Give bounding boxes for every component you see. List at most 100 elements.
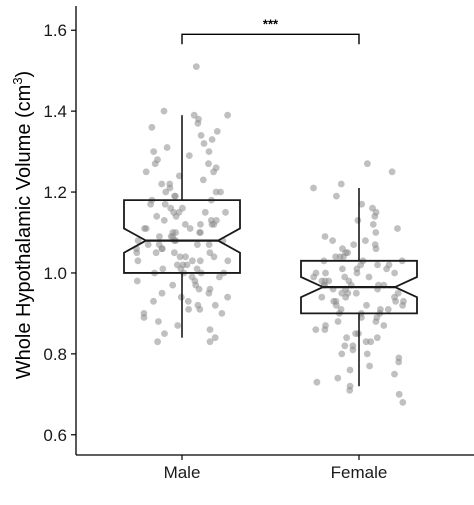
data-point-male	[150, 148, 157, 155]
data-point-male	[189, 257, 196, 264]
data-point-male	[158, 245, 165, 252]
data-point-female	[339, 266, 346, 273]
data-point-male	[219, 310, 226, 317]
data-point-male	[197, 257, 204, 264]
data-point-female	[335, 318, 342, 325]
data-point-male	[197, 221, 204, 228]
data-point-male	[207, 326, 214, 333]
y-tick-label: 1.0	[43, 264, 67, 283]
data-point-male	[216, 274, 223, 281]
data-point-male	[159, 266, 166, 273]
data-point-male	[196, 286, 203, 293]
data-point-female	[391, 371, 398, 378]
data-point-female	[353, 290, 360, 297]
data-point-female	[366, 274, 373, 281]
data-point-male	[170, 209, 177, 216]
data-point-male	[169, 282, 176, 289]
data-point-female	[374, 262, 381, 269]
data-point-female	[333, 193, 340, 200]
data-point-male	[145, 241, 152, 248]
data-point-female	[343, 334, 350, 341]
data-point-female	[399, 302, 406, 309]
data-point-female	[322, 270, 329, 277]
data-point-female	[354, 270, 361, 277]
data-point-male	[152, 160, 159, 167]
data-point-female	[350, 346, 357, 353]
boxes-layer	[124, 115, 417, 386]
significance-layer: ***	[182, 16, 359, 44]
data-point-male	[206, 241, 213, 248]
x-tick-label: Female	[331, 463, 388, 482]
data-point-male	[206, 290, 213, 297]
data-point-male	[205, 160, 212, 167]
y-axis-title-close: )	[13, 71, 35, 78]
data-point-male	[171, 249, 178, 256]
y-axis-title: Whole Hypothalamic Volume (cm3)	[10, 71, 35, 379]
data-point-female	[394, 225, 401, 232]
data-point-male	[162, 189, 169, 196]
y-tick-label: 0.8	[43, 345, 67, 364]
data-point-female	[337, 253, 344, 260]
data-point-male	[214, 128, 221, 135]
data-point-male	[158, 181, 165, 188]
data-point-female	[352, 330, 359, 337]
data-point-male	[185, 298, 192, 305]
data-point-female	[395, 359, 402, 366]
data-point-female	[391, 270, 398, 277]
data-point-male	[153, 213, 160, 220]
data-point-male	[209, 136, 216, 143]
data-point-female	[325, 278, 332, 285]
data-point-female	[373, 245, 380, 252]
data-point-male	[202, 209, 209, 216]
y-tick-label: 0.6	[43, 426, 67, 445]
data-point-female	[362, 237, 369, 244]
data-point-male	[172, 193, 179, 200]
data-point-female	[347, 367, 354, 374]
y-tick-label: 1.6	[43, 21, 67, 40]
y-tick-label: 1.2	[43, 183, 67, 202]
data-point-male	[182, 253, 189, 260]
data-point-male	[212, 302, 219, 309]
data-point-female	[366, 363, 373, 370]
data-point-female	[310, 185, 317, 192]
data-point-male	[193, 63, 200, 70]
data-point-male	[172, 229, 179, 236]
data-point-male	[141, 225, 148, 232]
data-point-male	[210, 168, 217, 175]
y-axis-title-superscript: 3	[10, 77, 25, 84]
points-layer	[133, 63, 407, 406]
data-point-female	[364, 160, 371, 167]
data-point-male	[186, 152, 193, 159]
data-point-female	[363, 302, 370, 309]
y-tick-label: 1.4	[43, 102, 67, 121]
data-point-female	[373, 318, 380, 325]
data-point-female	[355, 217, 362, 224]
data-point-female	[318, 294, 325, 301]
data-point-female	[338, 351, 345, 358]
data-point-male	[149, 124, 156, 131]
data-point-male	[143, 168, 150, 175]
data-point-male	[141, 314, 148, 321]
data-point-female	[334, 375, 341, 382]
data-point-male	[155, 318, 162, 325]
data-point-male	[174, 322, 181, 329]
data-point-female	[312, 326, 319, 333]
data-point-female	[363, 338, 370, 345]
axes-layer: 0.6 0.8 1.0 1.2 1.4 1.6 Male Female	[43, 6, 474, 482]
data-point-male	[213, 189, 220, 196]
data-point-male	[187, 225, 194, 232]
data-point-female	[372, 229, 379, 236]
data-point-female	[341, 342, 348, 349]
data-point-female	[399, 399, 406, 406]
data-point-male	[164, 144, 171, 151]
data-point-female	[383, 266, 390, 273]
data-point-female	[329, 237, 336, 244]
data-point-male	[196, 306, 203, 313]
data-point-female	[389, 168, 396, 175]
data-point-male	[222, 209, 229, 216]
data-point-male	[161, 108, 168, 115]
data-point-male	[207, 338, 214, 345]
data-point-male	[185, 306, 192, 313]
data-point-male	[195, 120, 202, 127]
